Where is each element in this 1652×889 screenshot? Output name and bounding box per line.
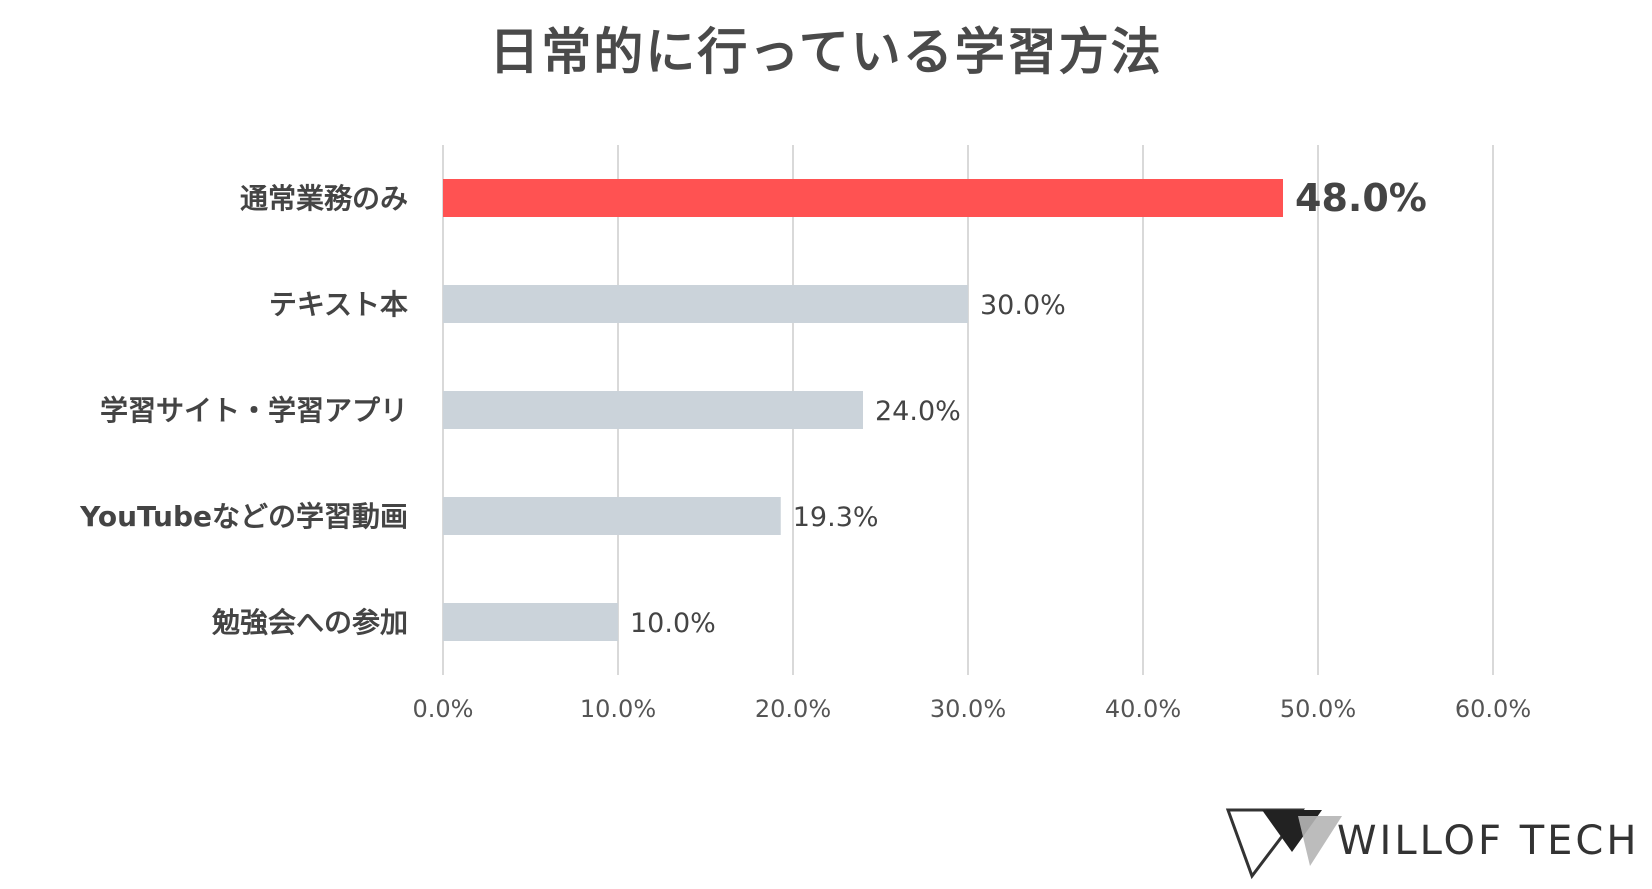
x-tick-label: 10.0% (580, 695, 656, 723)
category-label: YouTubeなどの学習動画 (79, 500, 408, 533)
x-tick-label: 60.0% (1455, 695, 1531, 723)
x-tick-label: 50.0% (1280, 695, 1356, 723)
category-label: テキスト本 (269, 288, 408, 321)
x-tick-label: 40.0% (1105, 695, 1181, 723)
x-tick-label: 30.0% (930, 695, 1006, 723)
labels: 0.0% 10.0% 20.0% 30.0% 40.0% 50.0% 60.0% 通常業務のみ… (79, 176, 1531, 723)
data-label: 30.0% (980, 290, 1066, 321)
category-label: 勉強会への参加 (211, 606, 408, 639)
bar (443, 603, 618, 641)
bar (443, 285, 968, 323)
brand-name: WILLOF TECH (1337, 818, 1640, 864)
chart-title: 日常的に行っている学習方法 (489, 23, 1163, 81)
category-label: 通常業務のみ (240, 182, 408, 215)
data-label: 19.3% (793, 502, 879, 533)
x-tick-label: 0.0% (413, 695, 474, 723)
category-label: 学習サイト・学習アプリ (100, 394, 408, 427)
bar (443, 497, 781, 535)
bar (443, 391, 863, 429)
data-label: 48.0% (1295, 176, 1427, 220)
data-label: 24.0% (875, 396, 961, 427)
bars (443, 179, 1283, 641)
x-tick-label: 20.0% (755, 695, 831, 723)
data-label: 10.0% (630, 608, 716, 639)
bar (443, 179, 1283, 217)
willof-mark-icon (1225, 808, 1342, 880)
